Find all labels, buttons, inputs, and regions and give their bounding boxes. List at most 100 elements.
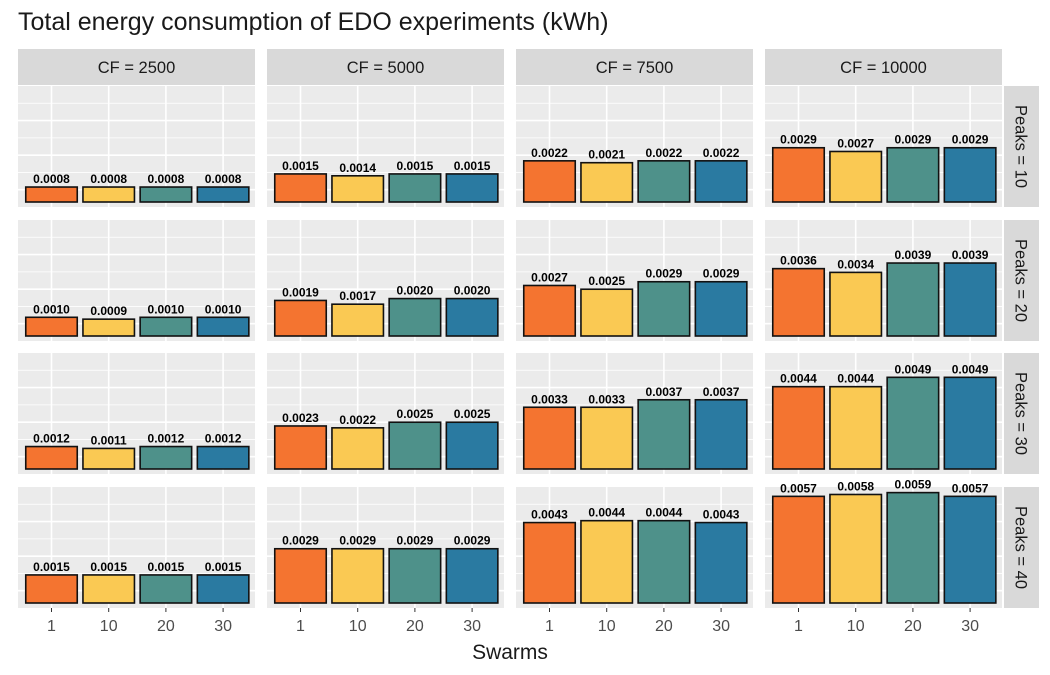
bar: [637, 280, 691, 337]
bar-value-label: 0.0029: [780, 133, 817, 147]
bar-value-label: 0.0011: [91, 433, 127, 447]
bar-value-label: 0.0009: [90, 304, 127, 318]
bar-value-label: 0.0058: [837, 479, 874, 493]
row-strip: [1004, 487, 1039, 608]
bar-value-label: 0.0015: [33, 560, 70, 574]
bar: [943, 262, 997, 337]
bar-value-label: 0.0017: [339, 289, 376, 303]
bar: [771, 495, 826, 604]
bar: [637, 398, 691, 470]
bar: [388, 421, 442, 470]
bar: [522, 521, 577, 604]
bar-value-label: 0.0037: [646, 385, 683, 399]
bar-value-label: 0.0023: [282, 411, 319, 425]
bar: [580, 161, 634, 203]
bar-value-label: 0.0014: [339, 161, 376, 175]
panel: 0.0015 0.0014 0.0015 0.0015: [267, 86, 504, 207]
bar-value-label: 0.0021: [588, 148, 625, 162]
bar-value-label: 0.0029: [646, 267, 683, 281]
bar: [580, 406, 634, 470]
x-tick-label: 10: [100, 618, 118, 635]
panel: 0.0033 0.0033 0.0037 0.0037: [516, 353, 753, 474]
bar: [388, 173, 442, 203]
chart-title: Total energy consumption of EDO experime…: [18, 8, 609, 36]
bar: [637, 160, 691, 203]
bar-value-label: 0.0029: [895, 133, 932, 147]
x-tick-label: 30: [712, 618, 730, 635]
bar-value-label: 0.0029: [703, 267, 740, 281]
x-axis-ticks: 1 10 20 30 1 10 20 30 1 10 20 30 1 10 20 30: [47, 608, 979, 635]
bar: [388, 547, 442, 604]
bar: [694, 160, 748, 203]
bar: [331, 547, 385, 604]
panel: 0.0022 0.0021 0.0022 0.0022: [516, 86, 753, 207]
column-strips: CF = 2500 CF = 5000 CF = 7500 CF = 10000: [18, 49, 1002, 85]
bar: [886, 262, 940, 337]
x-tick-label: 10: [847, 618, 865, 635]
bar: [445, 297, 499, 337]
bar: [139, 574, 193, 604]
bar: [24, 316, 79, 337]
bar: [445, 421, 499, 470]
x-tick-label: 1: [296, 618, 305, 635]
x-tick-label: 10: [598, 618, 616, 635]
bar-value-label: 0.0015: [90, 560, 127, 574]
bar: [580, 288, 634, 337]
bar: [522, 284, 577, 337]
bar-value-label: 0.0008: [33, 172, 70, 186]
bar-value-label: 0.0029: [282, 534, 319, 548]
bar: [24, 574, 79, 604]
bar-value-label: 0.0022: [703, 146, 740, 160]
bar: [82, 186, 136, 203]
bar-value-label: 0.0044: [646, 506, 683, 520]
panel: 0.0044 0.0044 0.0049 0.0049: [765, 353, 1002, 474]
bar: [771, 146, 826, 203]
row-strip: [1004, 86, 1039, 207]
x-tick-label: 20: [406, 618, 424, 635]
x-tick-label: 1: [545, 618, 554, 635]
bar: [82, 318, 136, 337]
row-strip-label: Peaks = 20: [1012, 239, 1030, 322]
bar: [196, 186, 250, 203]
bar: [273, 547, 328, 604]
bar: [196, 574, 250, 604]
bar: [196, 316, 250, 337]
bar: [886, 376, 940, 470]
bar-value-label: 0.0025: [397, 407, 434, 421]
bar: [445, 173, 499, 203]
bar: [331, 303, 385, 337]
bar-value-label: 0.0010: [148, 302, 185, 316]
row-strip: [1004, 353, 1039, 474]
bar-value-label: 0.0012: [33, 432, 70, 446]
bar-value-label: 0.0044: [588, 506, 625, 520]
bar: [943, 376, 997, 470]
bar: [580, 519, 634, 604]
bar-value-label: 0.0015: [282, 159, 319, 173]
x-tick-label: 30: [463, 618, 481, 635]
bar: [273, 425, 328, 470]
bar-value-label: 0.0043: [531, 508, 568, 522]
panel: 0.0057 0.0058 0.0059 0.0057: [765, 478, 1002, 608]
bar: [139, 316, 193, 337]
column-strip: [516, 49, 753, 85]
bar: [388, 297, 442, 337]
bar-value-label: 0.0029: [339, 534, 376, 548]
panel: 0.0036 0.0034 0.0039 0.0039: [765, 220, 1002, 341]
panel: 0.0027 0.0025 0.0029 0.0029: [516, 220, 753, 341]
bar-value-label: 0.0049: [952, 362, 989, 376]
bar: [943, 495, 997, 604]
x-tick-label: 1: [47, 618, 56, 635]
x-tick-label: 30: [961, 618, 979, 635]
column-strip-label: CF = 10000: [840, 59, 927, 77]
bar-value-label: 0.0039: [952, 248, 989, 262]
row-strips: Peaks = 10 Peaks = 20 Peaks = 30 Peaks = 40: [1004, 86, 1039, 608]
x-tick-label: 1: [794, 618, 803, 635]
bar-value-label: 0.0037: [703, 385, 740, 399]
x-tick-label: 20: [904, 618, 922, 635]
panel: 0.0019 0.0017 0.0020 0.0020: [267, 220, 504, 341]
bar-value-label: 0.0020: [397, 284, 434, 298]
bar-value-label: 0.0044: [780, 372, 817, 386]
x-axis-title: Swarms: [472, 641, 548, 664]
